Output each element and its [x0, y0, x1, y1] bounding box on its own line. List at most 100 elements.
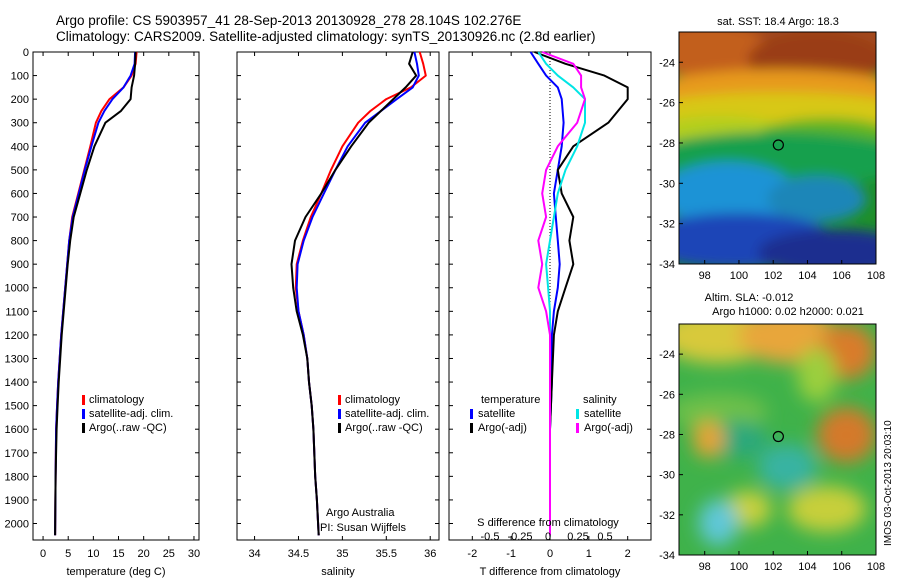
- map-blob: [757, 229, 876, 264]
- map-blob: [787, 485, 867, 532]
- xtick-label-salinity: 34.5: [288, 548, 309, 560]
- legend-swatch: [82, 409, 85, 419]
- map-xtick-label: 108: [867, 561, 885, 573]
- sla-map-title-line2: Argo h1000: 0.02 h2000: 0.021: [712, 306, 864, 318]
- ytick-label: 500: [11, 165, 29, 177]
- series-line-differences: [534, 51, 629, 536]
- legend-swatch-diff: [576, 423, 579, 433]
- xtick-label-differences: 1: [586, 548, 592, 560]
- map-ytick-label: -28: [659, 138, 675, 150]
- map-image-sst_map: [679, 32, 876, 264]
- legend-label-temperature: Argo(..raw -QC): [89, 422, 167, 434]
- sla-map-title-line1: Altim. SLA: -0.012: [705, 292, 794, 304]
- map-xtick-label: 98: [699, 270, 711, 282]
- ytick-label: 2000: [5, 518, 29, 530]
- map-image-sla_map: [679, 324, 876, 555]
- legend-label-diff: Argo(-adj): [584, 422, 633, 434]
- figure-title-line2: Climatology: CARS2009. Satellite-adjuste…: [56, 29, 596, 44]
- legend-swatch-diff: [576, 409, 579, 419]
- map-xtick-label: 104: [798, 561, 816, 573]
- ytick-label: 300: [11, 118, 29, 130]
- legend-label-salinity: Argo(..raw -QC): [345, 422, 423, 434]
- legend-swatch-diff: [470, 423, 473, 433]
- ytick-label: 400: [11, 141, 29, 153]
- map-blob: [767, 175, 867, 223]
- map-ytick-label: -32: [659, 219, 675, 231]
- map-xtick-label: 102: [764, 561, 782, 573]
- annotation-line: PI: Susan Wijffels: [320, 522, 406, 534]
- map-ytick-label: -24: [659, 349, 675, 361]
- map-blob: [679, 393, 768, 431]
- ytick-label: 1400: [5, 377, 29, 389]
- map-blob: [797, 347, 837, 403]
- xtick-label-temperature: 0: [40, 548, 46, 560]
- top-axis-label: S difference from climatology: [477, 517, 619, 529]
- legend-swatch-diff: [470, 409, 473, 419]
- panel-frame-salinity: [236, 51, 440, 541]
- xtick-label-temperature: 15: [112, 548, 124, 560]
- timestamp-vertical: IMOS 03-Oct-2013 20:03:10: [883, 420, 894, 546]
- series-line-temperature: [54, 51, 137, 536]
- map-blobs: [679, 324, 876, 546]
- map-ytick-label: -30: [659, 470, 675, 482]
- legend-swatch: [338, 409, 341, 419]
- legend-label-diff: Argo(-adj): [478, 422, 527, 434]
- xtick-label-temperature: 25: [163, 548, 175, 560]
- ytick-label: 100: [11, 71, 29, 83]
- legend-label-diff: satellite: [478, 408, 515, 420]
- argo-position-marker: [772, 139, 784, 151]
- map-blob: [698, 499, 739, 546]
- ytick-label: 900: [11, 259, 29, 271]
- xtick-label-temperature: 10: [87, 548, 99, 560]
- legend-label-temperature: climatology: [89, 394, 145, 406]
- map-xtick-label: 108: [867, 270, 885, 282]
- legend-header: salinity: [583, 394, 617, 406]
- map-blob: [816, 407, 876, 463]
- ytick-label: 600: [11, 188, 29, 200]
- map-blob: [692, 421, 725, 458]
- map-ytick-label: -32: [659, 510, 675, 522]
- top-tick-label: -0.25: [507, 531, 532, 543]
- xlabel-differences: T difference from climatology: [480, 566, 621, 578]
- legend-label-salinity: satellite-adj. clim.: [345, 408, 429, 420]
- xtick-label-differences: -2: [467, 548, 477, 560]
- ytick-label: 1900: [5, 495, 29, 507]
- legend-label-temperature: satellite-adj. clim.: [89, 408, 173, 420]
- series-line-salinity: [290, 51, 418, 536]
- legend-swatch: [338, 423, 341, 433]
- xtick-label-salinity: 35.5: [376, 548, 397, 560]
- series-line-differences: [537, 51, 586, 536]
- map-ytick-label: -24: [659, 57, 675, 69]
- panel-frame-temperature: [32, 51, 200, 541]
- xtick-label-temperature: 30: [188, 548, 200, 560]
- ytick-label: 1600: [5, 424, 29, 436]
- map-xtick-label: 102: [764, 270, 782, 282]
- xtick-label-differences: 2: [625, 548, 631, 560]
- xtick-label-salinity: 36: [424, 548, 436, 560]
- map-ytick-label: -26: [659, 98, 675, 110]
- map-blob: [679, 32, 768, 79]
- xlabel-temperature: temperature (deg C): [66, 566, 165, 578]
- top-tick-label: -0.5: [481, 531, 500, 543]
- annotation-line: Argo Australia: [326, 507, 395, 519]
- map-blob: [708, 421, 768, 458]
- map-frame: [678, 31, 877, 265]
- legend-header: temperature: [481, 394, 540, 406]
- xtick-label-temperature: 5: [65, 548, 71, 560]
- legend-label-salinity: climatology: [345, 394, 401, 406]
- map-ytick-label: -34: [659, 550, 675, 562]
- map-blobs: [679, 32, 876, 264]
- map-xtick-label: 98: [699, 561, 711, 573]
- ytick-label: 1700: [5, 448, 29, 460]
- map-xtick-label: 100: [730, 270, 748, 282]
- top-tick-label: 0.25: [567, 531, 588, 543]
- legend-swatch: [338, 395, 341, 405]
- map-xtick-label: 100: [730, 561, 748, 573]
- map-blob: [757, 444, 817, 491]
- xtick-label-salinity: 34: [248, 548, 260, 560]
- xlabel-salinity: salinity: [321, 566, 355, 578]
- xtick-label-salinity: 35: [336, 548, 348, 560]
- legend-swatch: [82, 395, 85, 405]
- map-frame: [678, 323, 877, 556]
